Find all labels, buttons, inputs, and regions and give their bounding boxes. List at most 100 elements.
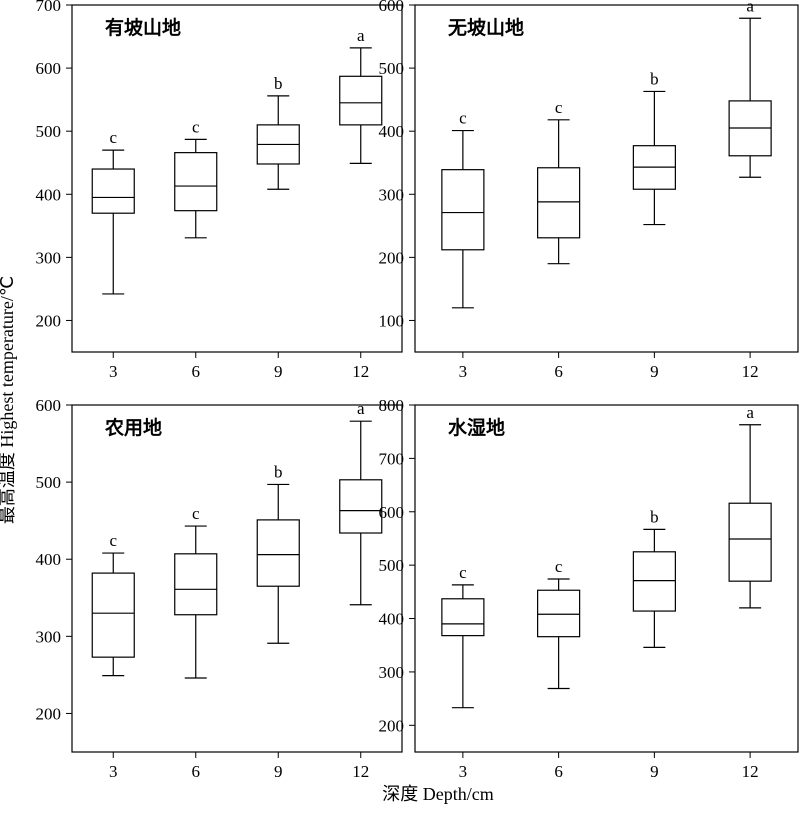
y-tick-label: 300 — [379, 185, 405, 204]
panel-1: 有坡山地 200 300 400 500 600 700 3 6 9 12 c c b a — [36, 0, 403, 381]
iqr-box — [91, 572, 135, 658]
box-12: a — [728, 403, 772, 609]
y-tick-label: 300 — [36, 248, 62, 267]
iqr-box — [728, 502, 772, 582]
significance-letter: a — [357, 399, 365, 418]
y-tick-label: 200 — [379, 716, 405, 735]
x-tick-label: 3 — [459, 362, 468, 381]
iqr-box — [537, 589, 581, 638]
plot-frame — [414, 404, 799, 753]
panel-2: 无坡山地 100 200 300 400 500 600 3 6 9 12 c c b a — [379, 0, 799, 381]
iqr-box — [256, 519, 300, 587]
x-tick-label: 6 — [554, 762, 563, 781]
box-3: c — [91, 531, 135, 677]
x-tick-label: 3 — [109, 362, 118, 381]
significance-letter: a — [746, 403, 754, 422]
box-9: b — [256, 74, 300, 190]
x-tick-label: 6 — [192, 762, 201, 781]
y-tick-label: 400 — [36, 550, 62, 569]
panel-title: 农用地 — [104, 416, 162, 439]
y-tick-label: 600 — [36, 396, 62, 415]
box-12: a — [728, 0, 772, 178]
box-3: c — [91, 128, 135, 295]
x-tick-label: 9 — [274, 762, 283, 781]
x-tick-label: 9 — [650, 762, 659, 781]
significance-letter: c — [459, 109, 467, 128]
iqr-box — [339, 75, 383, 126]
y-axis-label: 最高温度 Highest temperature/℃ — [0, 276, 17, 524]
y-tick-label: 600 — [379, 503, 405, 522]
significance-letter: c — [192, 504, 200, 523]
iqr-box — [441, 169, 485, 251]
x-tick-label: 12 — [742, 362, 759, 381]
box-9: b — [632, 507, 676, 648]
plot-frame — [414, 4, 799, 353]
box-6: c — [174, 117, 218, 239]
y-tick-label: 500 — [379, 59, 405, 78]
box-9: b — [256, 462, 300, 644]
significance-letter: c — [459, 563, 467, 582]
significance-letter: c — [109, 531, 117, 550]
y-tick-label: 700 — [36, 0, 62, 15]
x-axis-label: 深度 Depth/cm — [382, 784, 493, 804]
panel-title: 水湿地 — [448, 416, 505, 439]
significance-letter: c — [555, 98, 563, 117]
significance-letter: b — [650, 69, 659, 88]
y-tick-label: 200 — [36, 311, 62, 330]
x-tick-label: 6 — [192, 362, 201, 381]
panel-4: 水湿地 200 300 400 500 600 700 800 3 6 9 12 c c b a — [379, 396, 799, 781]
x-tick-label: 9 — [650, 362, 659, 381]
iqr-box — [632, 551, 676, 612]
significance-letter: b — [274, 74, 283, 93]
y-tick-label: 400 — [36, 185, 62, 204]
y-tick-label: 700 — [379, 449, 405, 468]
panel-3: 农用地 200 300 400 500 600 3 6 9 12 c c b a — [36, 396, 403, 781]
y-tick-label: 800 — [379, 396, 405, 415]
significance-letter: a — [746, 0, 754, 15]
y-tick-label: 200 — [36, 704, 62, 723]
panel-title: 无坡山地 — [448, 16, 524, 39]
iqr-box — [537, 167, 581, 239]
x-tick-label: 3 — [459, 762, 468, 781]
y-tick-label: 600 — [36, 59, 62, 78]
y-tick-label: 500 — [36, 122, 62, 141]
x-tick-label: 12 — [352, 762, 369, 781]
significance-letter: b — [274, 462, 283, 481]
x-tick-label: 3 — [109, 762, 118, 781]
box-3: c — [441, 109, 485, 309]
y-tick-label: 400 — [379, 122, 405, 141]
significance-letter: c — [109, 128, 117, 147]
y-tick-label: 500 — [36, 473, 62, 492]
panel-title: 有坡山地 — [105, 16, 181, 39]
iqr-box — [91, 168, 135, 214]
box-6: c — [537, 557, 581, 690]
iqr-box — [174, 152, 218, 212]
y-tick-label: 400 — [379, 610, 405, 629]
y-tick-label: 200 — [379, 248, 405, 267]
x-tick-label: 12 — [742, 762, 759, 781]
y-tick-label: 100 — [379, 311, 405, 330]
significance-letter: a — [357, 26, 365, 45]
x-tick-label: 9 — [274, 362, 283, 381]
iqr-box — [339, 479, 383, 534]
significance-letter: b — [650, 507, 659, 526]
box-9: b — [632, 69, 676, 226]
y-tick-label: 300 — [379, 663, 405, 682]
y-tick-label: 500 — [379, 556, 405, 575]
plot-frame — [71, 4, 403, 353]
plot-frame — [71, 404, 403, 753]
significance-letter: c — [555, 557, 563, 576]
box-12: a — [339, 399, 383, 606]
y-tick-label: 300 — [36, 627, 62, 646]
box-6: c — [537, 98, 581, 265]
iqr-box — [174, 553, 218, 616]
box-6: c — [174, 504, 218, 679]
iqr-box — [441, 598, 485, 637]
significance-letter: c — [192, 117, 200, 136]
y-tick-label: 600 — [379, 0, 405, 15]
box-3: c — [441, 563, 485, 709]
x-tick-label: 6 — [554, 362, 563, 381]
x-tick-label: 12 — [352, 362, 369, 381]
